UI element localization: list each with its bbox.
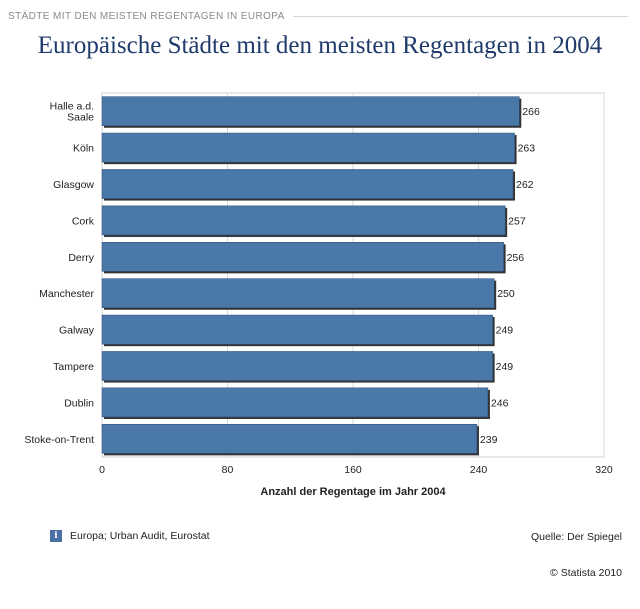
category-label: Halle a.d. Saale — [50, 101, 95, 124]
value-label: 249 — [496, 325, 514, 337]
info-icon[interactable]: i — [50, 530, 62, 542]
bar[interactable] — [101, 423, 478, 454]
tick-label: 240 — [470, 464, 488, 476]
bars — [101, 96, 522, 456]
tick-label: 160 — [344, 464, 362, 476]
bar[interactable] — [101, 205, 506, 236]
header-divider — [292, 16, 628, 17]
bar[interactable] — [101, 387, 489, 418]
value-label: 266 — [522, 106, 540, 118]
copyright-text: © Statista 2010 — [550, 567, 622, 579]
value-label: 263 — [518, 143, 536, 155]
value-label: 246 — [491, 397, 509, 409]
category-labels: Halle a.d. Saale Köln Glasgow Cork Derry Manch… — [24, 101, 94, 446]
value-label: 262 — [516, 179, 534, 191]
category-label: Cork — [72, 215, 95, 227]
category-label: Derry — [68, 252, 94, 264]
source-note-text: Europa; Urban Audit, Eurostat — [70, 530, 210, 542]
category-label: Köln — [73, 143, 94, 155]
value-label: 256 — [507, 252, 525, 264]
tick-label: 320 — [595, 464, 613, 476]
category-label: Manchester — [39, 288, 94, 300]
category-label: Dublin — [64, 397, 94, 409]
value-label: 239 — [480, 434, 498, 446]
x-axis-ticks: 0 80 160 240 320 — [99, 464, 613, 476]
value-label: 250 — [497, 288, 515, 300]
bar[interactable] — [101, 314, 493, 345]
bar[interactable] — [101, 169, 514, 199]
category-label: Glasgow — [53, 179, 94, 191]
chart-title: Europäische Städte mit den meisten Regen… — [37, 32, 603, 59]
source-text: Quelle: Der Spiegel — [530, 531, 622, 543]
category-label: Stoke-on-Trent — [24, 434, 94, 446]
section-header: STÄDTE MIT DEN MEISTEN REGENTAGEN IN EUR… — [8, 11, 628, 22]
bar[interactable] — [101, 351, 493, 381]
value-label: 257 — [508, 215, 526, 227]
bar[interactable] — [101, 132, 515, 163]
bar[interactable] — [101, 278, 495, 309]
tick-label: 0 — [99, 464, 105, 476]
section-title: STÄDTE MIT DEN MEISTEN REGENTAGEN IN EUR… — [8, 11, 285, 22]
category-label: Tampere — [53, 361, 94, 373]
bar[interactable] — [101, 241, 504, 272]
value-label: 249 — [496, 361, 514, 373]
category-label: Galway — [59, 325, 95, 337]
tick-label: 80 — [222, 464, 234, 476]
bar[interactable] — [101, 96, 520, 127]
source-note[interactable]: i Europa; Urban Audit, Eurostat — [50, 530, 210, 542]
x-axis-label: Anzahl der Regentage im Jahr 2004 — [260, 486, 446, 498]
value-labels: 266 263 262 257 256 250 249 249 246 239 — [480, 106, 540, 446]
